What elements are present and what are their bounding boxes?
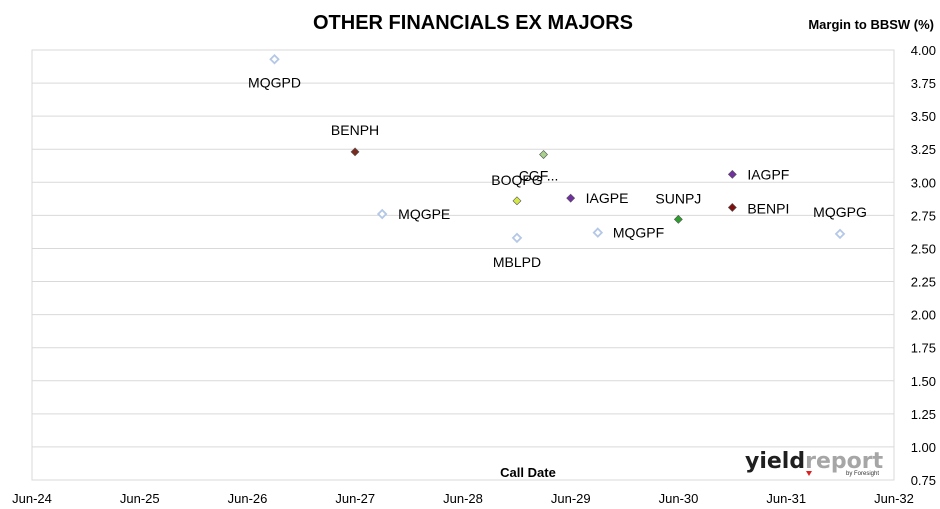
data-point-iagpf — [727, 169, 737, 179]
x-tick-label: Jun-28 — [443, 491, 483, 506]
data-points: MQGPD BENPH MQGPE BOQPG MBLPD CGF... IAGPE MQGP… — [248, 53, 867, 270]
chart-title: OTHER FINANCIALS EX MAJORS — [313, 12, 633, 34]
logo-arrow-icon — [806, 471, 812, 476]
y-tick-label: 1.00 — [911, 440, 936, 455]
logo-tagline: by Foresight — [846, 471, 879, 477]
y-tick-label: 3.25 — [911, 142, 936, 157]
data-point-mqgpe — [376, 208, 388, 220]
logo-yield: yield — [745, 449, 805, 474]
x-tick-label: Jun-24 — [12, 491, 52, 506]
y-tick-label: 2.25 — [911, 275, 936, 290]
data-label-benpi: BENPI — [747, 200, 789, 216]
logo-wordmark: yieldreport — [745, 449, 884, 474]
x-tick-label: Jun-26 — [228, 491, 268, 506]
data-label-sunpj: SUNPJ — [655, 190, 701, 206]
data-label-mqgpg: MQGPG — [813, 204, 867, 220]
yieldreport-logo: yieldreport by Foresight — [745, 449, 884, 477]
data-point-benpi — [727, 203, 737, 212]
y-axis-label: Margin to BBSW (%) — [808, 17, 934, 32]
y-tick-label: 2.00 — [911, 308, 936, 323]
data-point-boqpg — [512, 196, 522, 206]
y-tick-label: 1.75 — [911, 341, 936, 356]
data-label-mqgpf: MQGPF — [613, 225, 664, 241]
y-tick-label: 1.50 — [911, 374, 936, 389]
data-point-benph — [350, 147, 360, 157]
grid — [31, 49, 895, 481]
data-label-mqgpd: MQGPD — [248, 74, 301, 90]
y-tick-label: 4.00 — [911, 43, 936, 58]
data-label-mblpd: MBLPD — [493, 254, 541, 270]
data-point-iagpe — [566, 193, 576, 203]
data-label-boqpg: BOQPG — [491, 172, 542, 188]
y-tick-label: 1.25 — [911, 407, 936, 422]
y-tick-label: 0.75 — [911, 473, 936, 488]
x-tick-label: Jun-29 — [551, 491, 591, 506]
x-axis-ticks: Jun-24 Jun-25 Jun-26 Jun-27 Jun-28 Jun-29 Jun-… — [12, 491, 914, 506]
y-tick-label: 3.00 — [911, 175, 936, 190]
x-tick-label: Jun-25 — [120, 491, 160, 506]
data-label-mqgpe: MQGPE — [398, 206, 450, 222]
data-point-mqgpf — [592, 227, 604, 238]
data-label-benph: BENPH — [331, 122, 379, 138]
x-axis-label: Call Date — [500, 465, 556, 480]
y-tick-label: 2.75 — [911, 208, 936, 223]
y-tick-label: 3.75 — [911, 76, 936, 91]
data-label-iagpf: IAGPF — [747, 166, 789, 182]
y-tick-label: 3.50 — [911, 109, 936, 124]
y-axis-ticks: 4.00 3.75 3.50 3.25 3.00 2.75 2.50 2.25 2.00 1.75… — [911, 43, 936, 488]
plot-area — [31, 49, 895, 481]
x-tick-label: Jun-32 — [874, 491, 914, 506]
data-point-mblpd — [511, 232, 523, 244]
x-tick-label: Jun-31 — [766, 491, 806, 506]
x-tick-label: Jun-27 — [335, 491, 375, 506]
logo-report: report — [805, 449, 883, 474]
data-point-mqgpd — [269, 53, 280, 65]
data-label-cgf: CGF... — [519, 168, 559, 184]
data-point-cgf — [539, 150, 548, 159]
y-tick-label: 2.50 — [911, 241, 936, 256]
data-point-mqgpg — [834, 228, 846, 240]
data-label-iagpe: IAGPE — [586, 190, 629, 206]
x-tick-label: Jun-30 — [659, 491, 699, 506]
data-point-sunpj — [673, 214, 683, 224]
